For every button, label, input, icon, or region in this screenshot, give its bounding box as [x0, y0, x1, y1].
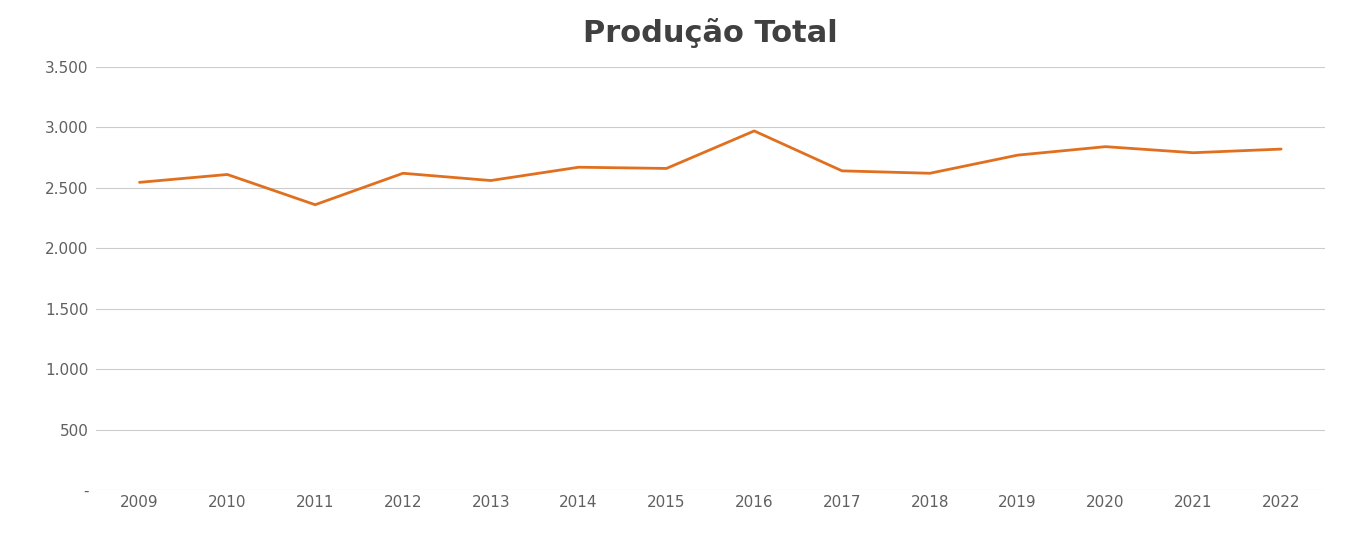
- Title: Produção Total: Produção Total: [583, 18, 837, 48]
